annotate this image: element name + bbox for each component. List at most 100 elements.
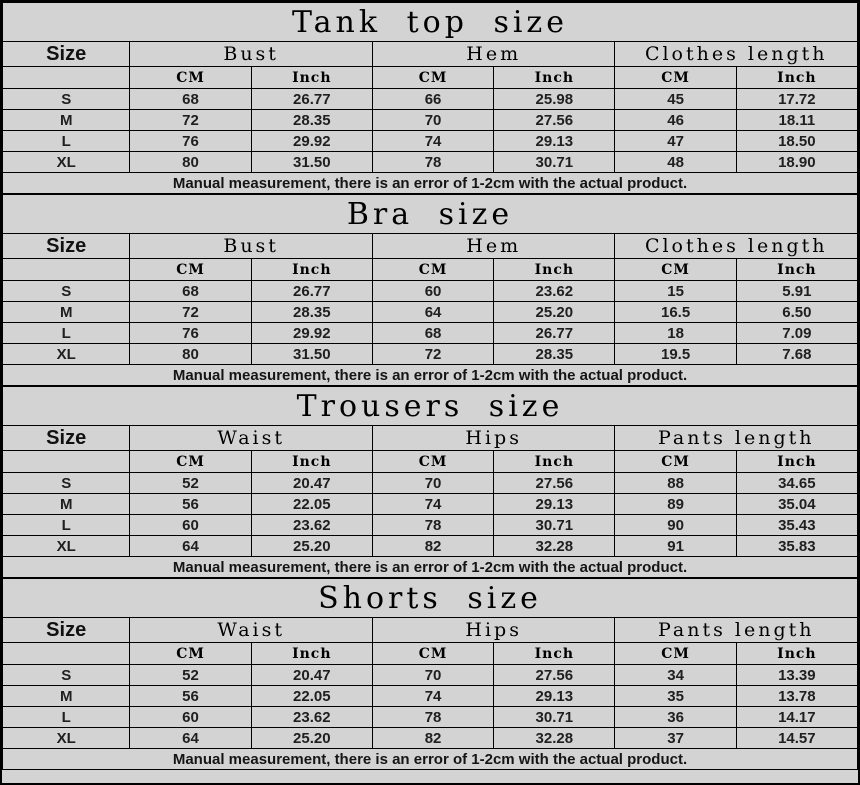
size-cell: L [2,322,131,344]
size-cell: S [2,88,131,110]
value-cell: 64 [371,301,495,323]
value-cell: 60 [129,706,252,728]
value-cell: 37 [614,727,737,749]
note-row: Manual measurement, there is an error of… [2,364,858,386]
note-row: Manual measurement, there is an error of… [2,172,858,194]
value-cell: 91 [614,535,737,557]
value-cell: 29.13 [493,130,616,152]
value-cell: 88 [614,472,737,494]
value-cell: 56 [129,685,252,707]
measure-column-header: Bust [129,41,373,67]
measurement-note: Manual measurement, there is an error of… [2,172,858,194]
blank-cell [2,258,131,281]
value-cell: 72 [129,109,252,131]
unit-inch-header: Inch [735,642,858,665]
value-cell: 29.13 [493,685,616,707]
value-cell: 13.39 [735,664,858,686]
value-cell: 48 [614,151,737,173]
value-cell: 5.91 [735,280,858,302]
size-cell: S [2,280,131,302]
size-column-header: Size [2,41,131,67]
value-cell: 28.35 [250,109,373,131]
value-cell: 7.09 [735,322,858,344]
size-cell: XL [2,727,131,749]
value-cell: 29.92 [250,130,373,152]
size-cell: M [2,109,131,131]
unit-cm-header: CM [614,642,737,665]
value-cell: 26.77 [493,322,616,344]
table-row: S 52 20.47 70 27.56 88 34.65 [2,472,858,494]
blank-cell [2,642,131,665]
value-cell: 29.13 [493,493,616,515]
value-cell: 64 [129,535,252,557]
column-header-row: Size Bust Hem Clothes length [2,41,858,67]
measure-column-header: Bust [129,233,373,259]
measure-column-header: Waist [129,617,373,643]
table-title: Shorts size [2,578,858,618]
value-cell: 19.5 [614,343,737,365]
table-title: Bra size [2,194,858,234]
unit-cm-header: CM [371,258,495,281]
value-cell: 76 [129,130,252,152]
note-row: Manual measurement, there is an error of… [2,748,858,770]
value-cell: 18.90 [735,151,858,173]
size-cell: S [2,664,131,686]
value-cell: 23.62 [250,514,373,536]
value-cell: 15 [614,280,737,302]
value-cell: 72 [129,301,252,323]
value-cell: 76 [129,322,252,344]
size-cell: L [2,514,131,536]
unit-cm-header: CM [614,450,737,473]
value-cell: 22.05 [250,493,373,515]
unit-inch-header: Inch [735,258,858,281]
size-cell: M [2,685,131,707]
value-cell: 35.04 [735,493,858,515]
size-cell: L [2,130,131,152]
unit-header-row: CM Inch CM Inch CM Inch [2,642,858,665]
value-cell: 66 [371,88,495,110]
value-cell: 34 [614,664,737,686]
value-cell: 47 [614,130,737,152]
unit-cm-header: CM [371,642,495,665]
value-cell: 36 [614,706,737,728]
table-title: Tank top size [2,2,858,42]
measure-column-header: Hips [371,425,616,451]
size-cell: L [2,706,131,728]
unit-inch-header: Inch [493,258,616,281]
value-cell: 28.35 [493,343,616,365]
value-cell: 25.20 [250,727,373,749]
size-cell: S [2,472,131,494]
value-cell: 25.98 [493,88,616,110]
measure-column-header: Clothes length [614,41,858,67]
value-cell: 34.65 [735,472,858,494]
value-cell: 18.11 [735,109,858,131]
size-table: Tank top size Size Bust Hem Clothes leng… [2,2,858,194]
value-cell: 13.78 [735,685,858,707]
measure-column-header: Clothes length [614,233,858,259]
value-cell: 52 [129,664,252,686]
column-header-row: Size Waist Hips Pants length [2,617,858,643]
value-cell: 28.35 [250,301,373,323]
unit-inch-header: Inch [250,642,373,665]
value-cell: 60 [129,514,252,536]
unit-inch-header: Inch [493,66,616,89]
table-title-row: Shorts size [2,578,858,618]
unit-cm-header: CM [129,642,252,665]
value-cell: 52 [129,472,252,494]
value-cell: 18.50 [735,130,858,152]
value-cell: 68 [129,88,252,110]
value-cell: 31.50 [250,151,373,173]
value-cell: 82 [371,535,495,557]
unit-inch-header: Inch [493,642,616,665]
value-cell: 27.56 [493,664,616,686]
value-cell: 90 [614,514,737,536]
value-cell: 80 [129,343,252,365]
size-cell: XL [2,151,131,173]
unit-inch-header: Inch [735,450,858,473]
unit-cm-header: CM [371,66,495,89]
value-cell: 27.56 [493,472,616,494]
value-cell: 70 [371,472,495,494]
value-cell: 30.71 [493,151,616,173]
table-row: XL 64 25.20 82 32.28 91 35.83 [2,535,858,557]
unit-cm-header: CM [129,450,252,473]
